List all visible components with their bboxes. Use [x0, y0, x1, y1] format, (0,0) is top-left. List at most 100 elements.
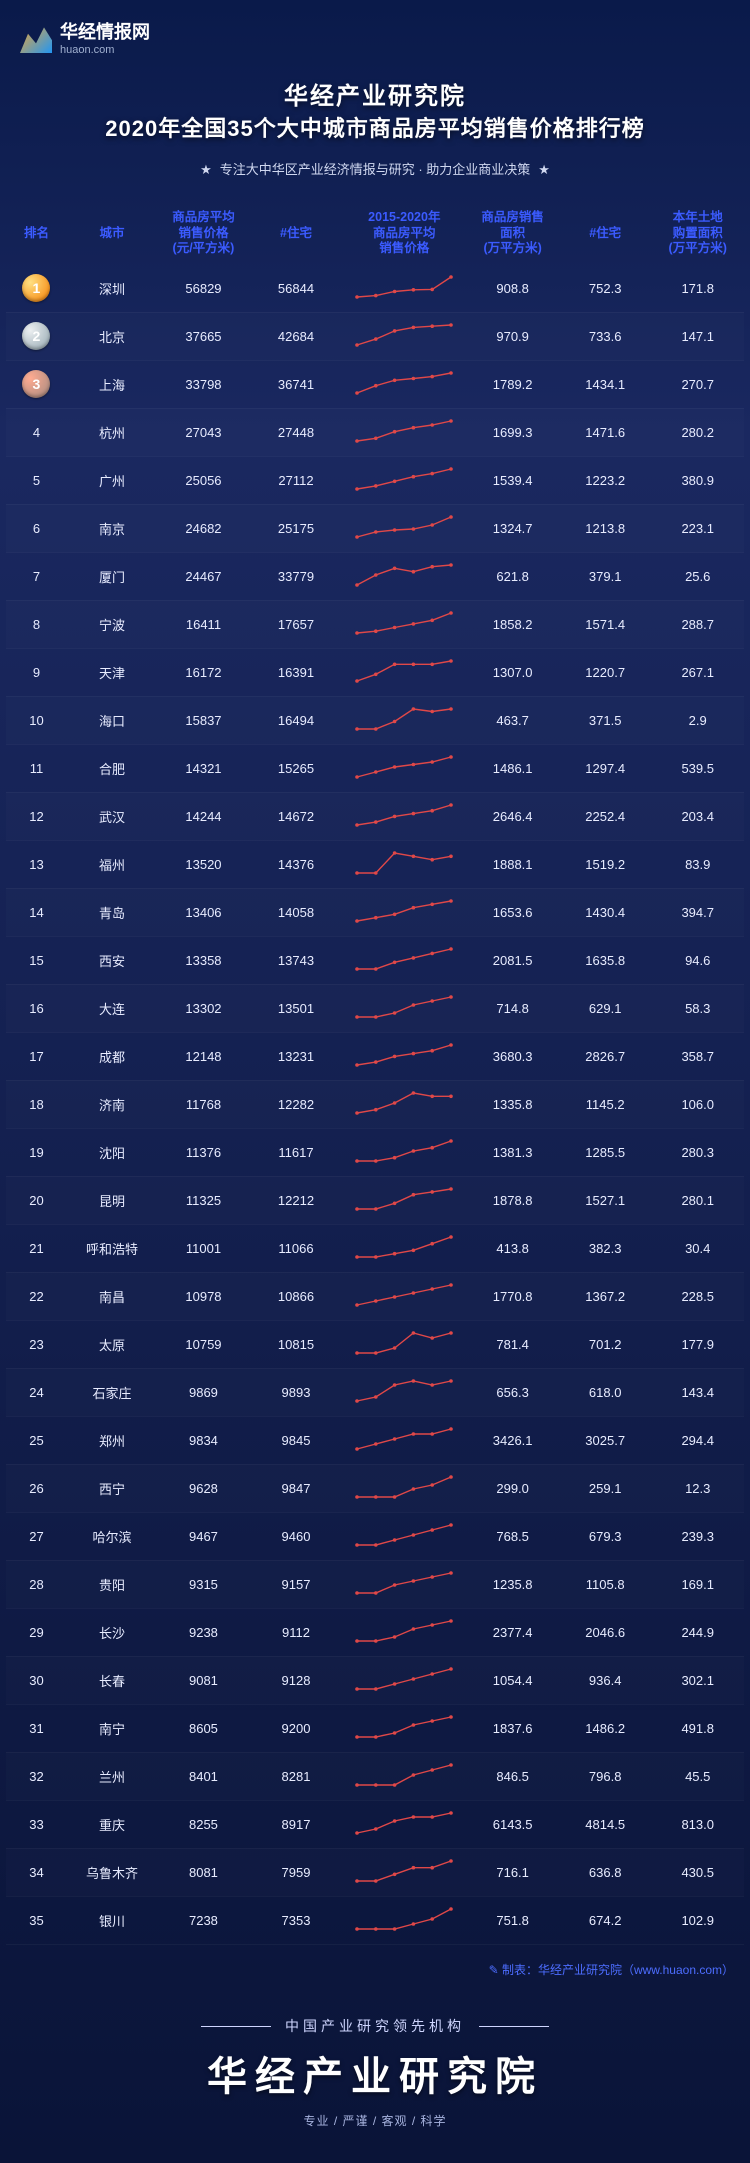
cell-zhu2: 2252.4 [559, 792, 652, 840]
cell-city: 南昌 [67, 1272, 157, 1320]
cell-city: 广州 [67, 456, 157, 504]
cell-area: 1837.6 [466, 1704, 559, 1752]
col-rank: 排名 [6, 202, 67, 265]
table-row: 27哈尔滨94679460768.5679.3239.3 [6, 1512, 744, 1560]
table-row: 29长沙923891122377.42046.6244.9 [6, 1608, 744, 1656]
cell-zhu2: 382.3 [559, 1224, 652, 1272]
cell-zhu: 9157 [250, 1560, 343, 1608]
cell-spark [342, 840, 466, 888]
cell-zhu: 10815 [250, 1320, 343, 1368]
cell-zhu2: 679.3 [559, 1512, 652, 1560]
cell-rank: 11 [6, 744, 67, 792]
cell-price: 27043 [157, 408, 250, 456]
cell-price: 8081 [157, 1848, 250, 1896]
cell-spark [342, 552, 466, 600]
logo-name: 华经情报网 [60, 22, 150, 42]
cell-city: 昆明 [67, 1176, 157, 1224]
table-row: 8宁波16411176571858.21571.4288.7 [6, 600, 744, 648]
ranking-table-wrap: 排名 城市 商品房平均销售价格(元/平方米) #住宅 2015-2020年商品房… [6, 202, 744, 1945]
cell-rank: 23 [6, 1320, 67, 1368]
cell-zhu: 42684 [250, 312, 343, 360]
cell-price: 8255 [157, 1800, 250, 1848]
cell-zhu: 14672 [250, 792, 343, 840]
cell-zhu2: 701.2 [559, 1320, 652, 1368]
cell-zhu: 8917 [250, 1800, 343, 1848]
credit-text: 制表：华经产业研究院（www.huaon.com） [502, 1963, 734, 1977]
cell-spark [342, 1128, 466, 1176]
cell-area: 1789.2 [466, 360, 559, 408]
cell-spark [342, 1896, 466, 1944]
cell-zhu2: 3025.7 [559, 1416, 652, 1464]
cell-zhu: 13231 [250, 1032, 343, 1080]
cell-rank: 18 [6, 1080, 67, 1128]
cell-zhu2: 1527.1 [559, 1176, 652, 1224]
cell-rank: 26 [6, 1464, 67, 1512]
cell-rank: 8 [6, 600, 67, 648]
cell-spark [342, 1752, 466, 1800]
cell-zhu2: 1471.6 [559, 408, 652, 456]
cell-price: 8401 [157, 1752, 250, 1800]
cell-city: 宁波 [67, 600, 157, 648]
cell-city: 长春 [67, 1656, 157, 1704]
cell-area: 1888.1 [466, 840, 559, 888]
cell-area: 768.5 [466, 1512, 559, 1560]
cell-city: 太原 [67, 1320, 157, 1368]
cell-rank: 35 [6, 1896, 67, 1944]
table-row: 33重庆825589176143.54814.5813.0 [6, 1800, 744, 1848]
cell-price: 14321 [157, 744, 250, 792]
cell-spark [342, 696, 466, 744]
cell-land: 58.3 [651, 984, 744, 1032]
table-row: 12武汉14244146722646.42252.4203.4 [6, 792, 744, 840]
cell-zhu2: 1434.1 [559, 360, 652, 408]
cell-price: 9238 [157, 1608, 250, 1656]
cell-spark [342, 936, 466, 984]
cell-spark [342, 888, 466, 936]
table-row: 35银川72387353751.8674.2102.9 [6, 1896, 744, 1944]
cell-price: 9628 [157, 1464, 250, 1512]
cell-rank: 14 [6, 888, 67, 936]
table-row: 16大连1330213501714.8629.158.3 [6, 984, 744, 1032]
cell-area: 1307.0 [466, 648, 559, 696]
col-zhu: #住宅 [250, 202, 343, 265]
cell-city: 乌鲁木齐 [67, 1848, 157, 1896]
cell-zhu: 27112 [250, 456, 343, 504]
cell-land: 358.7 [651, 1032, 744, 1080]
cell-spark [342, 456, 466, 504]
cell-zhu: 25175 [250, 504, 343, 552]
cell-zhu: 11617 [250, 1128, 343, 1176]
cell-rank: 25 [6, 1416, 67, 1464]
cell-rank: 32 [6, 1752, 67, 1800]
table-row: 1深圳5682956844908.8752.3171.8 [6, 265, 744, 313]
cell-land: 280.1 [651, 1176, 744, 1224]
col-zhu2: #住宅 [559, 202, 652, 265]
cell-area: 1486.1 [466, 744, 559, 792]
cell-price: 16411 [157, 600, 250, 648]
cell-zhu: 7959 [250, 1848, 343, 1896]
cell-land: 813.0 [651, 1800, 744, 1848]
cell-spark [342, 1032, 466, 1080]
cell-price: 10759 [157, 1320, 250, 1368]
cell-zhu: 14376 [250, 840, 343, 888]
cell-city: 厦门 [67, 552, 157, 600]
col-area: 商品房销售面积(万平方米) [466, 202, 559, 265]
col-price: 商品房平均销售价格(元/平方米) [157, 202, 250, 265]
cell-price: 9467 [157, 1512, 250, 1560]
cell-spark [342, 1704, 466, 1752]
cell-spark [342, 1272, 466, 1320]
cell-zhu: 17657 [250, 600, 343, 648]
cell-zhu: 7353 [250, 1896, 343, 1944]
table-row: 17成都12148132313680.32826.7358.7 [6, 1032, 744, 1080]
cell-area: 1324.7 [466, 504, 559, 552]
cell-spark [342, 1608, 466, 1656]
cell-price: 11001 [157, 1224, 250, 1272]
table-row: 10海口1583716494463.7371.52.9 [6, 696, 744, 744]
cell-land: 430.5 [651, 1848, 744, 1896]
cell-area: 2646.4 [466, 792, 559, 840]
cell-zhu: 9893 [250, 1368, 343, 1416]
cell-land: 228.5 [651, 1272, 744, 1320]
cell-zhu: 16494 [250, 696, 343, 744]
col-land: 本年土地购置面积(万平方米) [651, 202, 744, 265]
table-row: 7厦门2446733779621.8379.125.6 [6, 552, 744, 600]
cell-zhu: 9112 [250, 1608, 343, 1656]
cell-land: 12.3 [651, 1464, 744, 1512]
